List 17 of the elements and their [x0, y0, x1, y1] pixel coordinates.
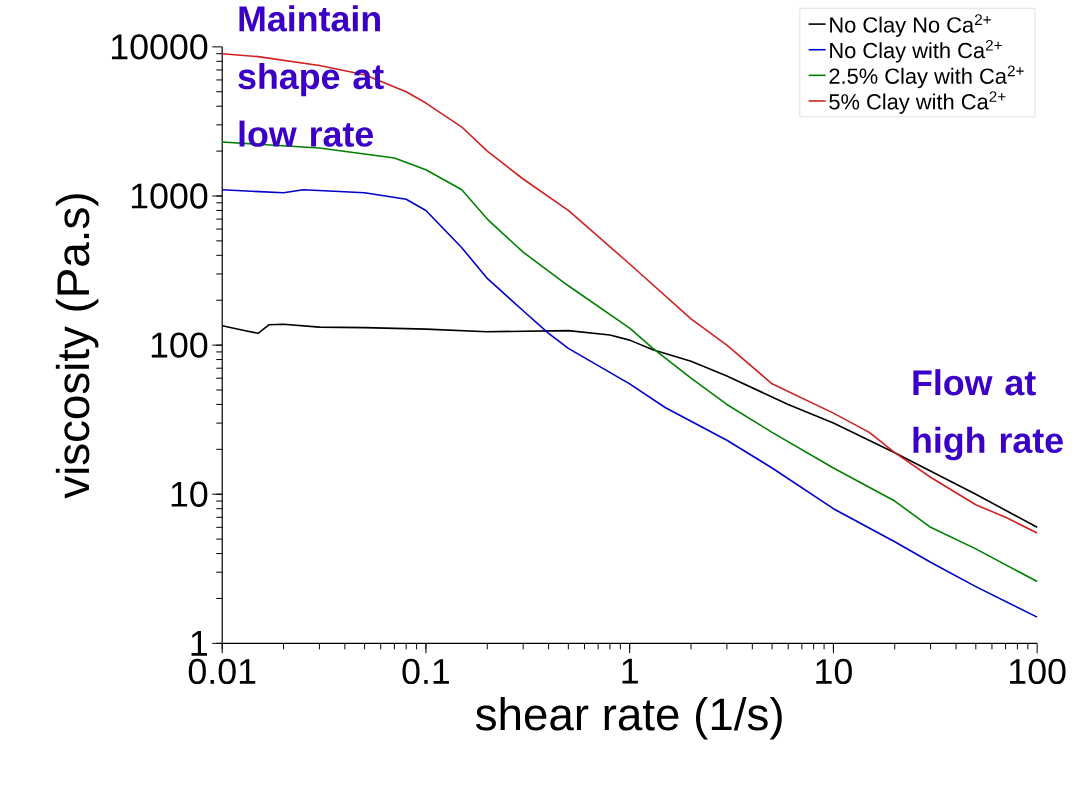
y-tick-label: 1000	[131, 183, 208, 209]
y-tick-label: 100	[151, 332, 208, 358]
y-tick-label: 10000	[111, 34, 208, 60]
y-axis-title: viscosity (Pa.s)	[55, 194, 99, 499]
legend-label: No Clay with Ca$^{2+}$	[830, 39, 1002, 63]
x-tick-label: 1	[622, 658, 638, 684]
x-tick-label: 0.01	[188, 658, 256, 685]
y-tick-label: 1	[191, 631, 207, 656]
x-axis-title: shear rate (1/s)	[475, 696, 782, 740]
legend-label: No Clay No Ca$^{2+}$	[830, 14, 991, 37]
x-tick-label: 0.1	[402, 658, 450, 685]
legend-label: 5% Clay with Ca$^{2+}$	[829, 91, 1006, 114]
x-tick-label: 10	[816, 658, 852, 685]
legend-label: 2.5% Clay with Ca$^{2+}$	[829, 65, 1024, 89]
x-tick-label: 100	[1010, 658, 1066, 685]
y-tick-label: 10	[171, 481, 208, 507]
annotation: Flow at high rate	[913, 369, 1063, 461]
